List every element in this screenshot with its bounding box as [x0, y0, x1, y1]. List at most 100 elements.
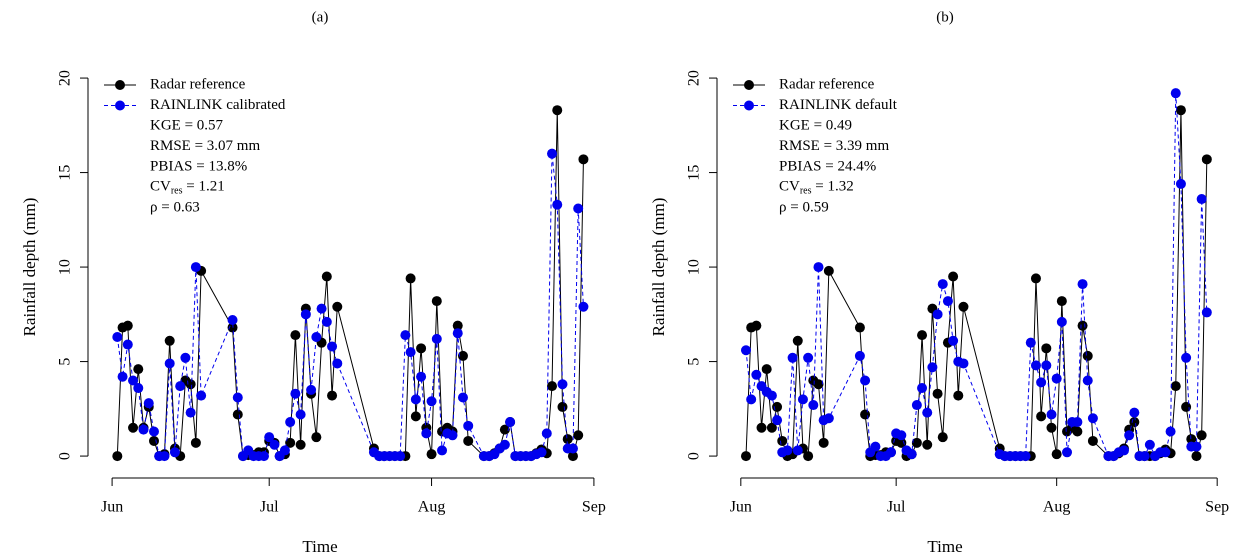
x-tick-label: Jul [887, 499, 906, 516]
y-tick-label: 5 [57, 358, 74, 366]
data-point [562, 434, 573, 445]
data-point [547, 381, 558, 392]
data-point [112, 332, 123, 343]
data-point [112, 451, 123, 462]
data-point [567, 443, 578, 454]
data-point [896, 430, 907, 441]
data-point [552, 199, 563, 210]
data-point [327, 341, 338, 352]
data-point [1041, 360, 1052, 371]
data-point [911, 437, 922, 448]
stat-label: KGE = 0.49 [779, 117, 852, 133]
x-tick-label: Jun [730, 499, 752, 516]
data-point [300, 309, 311, 320]
x-tick-label: Aug [1043, 499, 1071, 516]
data-point [958, 358, 969, 369]
data-point [756, 422, 767, 433]
data-point [431, 296, 442, 307]
data-point [870, 441, 881, 452]
data-point [133, 364, 144, 375]
data-point [1170, 381, 1181, 392]
data-point [1129, 407, 1140, 418]
data-point [499, 439, 510, 450]
y-axis-title: Rainfall depth (mm) [649, 198, 668, 337]
y-tick-label: 10 [57, 259, 74, 275]
data-point [854, 350, 865, 361]
data-point [148, 426, 159, 437]
data-point [416, 343, 427, 354]
data-point [410, 411, 421, 422]
legend-marker [115, 100, 125, 111]
data-point [813, 379, 824, 390]
y-tick-label: 15 [57, 165, 74, 181]
data-point [854, 322, 865, 333]
data-point [258, 451, 269, 462]
x-tick-label: Jul [260, 499, 279, 516]
data-point [922, 407, 933, 418]
stat-label: PBIAS = 24.4% [779, 158, 876, 174]
data-point [573, 430, 584, 441]
data-point [937, 432, 948, 443]
y-tick-label: 0 [686, 452, 703, 460]
data-point [279, 445, 290, 456]
data-point [332, 358, 343, 369]
data-point [452, 328, 463, 339]
data-point [175, 381, 186, 392]
data-point [196, 390, 207, 401]
data-point [1118, 445, 1129, 456]
data-point [1025, 337, 1036, 348]
data-point [128, 375, 139, 386]
x-axis-title: Time [302, 537, 337, 556]
x-tick-label: Sep [1205, 499, 1229, 516]
x-tick-label: Aug [418, 499, 446, 516]
data-point [405, 347, 416, 358]
data-point [885, 447, 896, 458]
data-point [746, 394, 757, 405]
data-point [1072, 426, 1083, 437]
stat-subscript: res [800, 186, 812, 197]
data-point [143, 398, 154, 409]
data-point [567, 451, 578, 462]
data-point [541, 428, 552, 439]
legend-marker [115, 80, 125, 90]
x-tick-label: Jun [101, 499, 123, 516]
data-point [1030, 360, 1041, 371]
data-point [227, 314, 238, 325]
data-point [421, 428, 432, 439]
data-point [185, 407, 196, 418]
data-point [1196, 430, 1207, 441]
data-point [953, 390, 964, 401]
data-point [122, 320, 133, 331]
data-point [1191, 441, 1202, 452]
data-point [227, 322, 238, 333]
data-point [1129, 417, 1140, 428]
data-point [1139, 451, 1150, 462]
data-point [457, 350, 468, 361]
data-point [740, 451, 751, 462]
data-point [1082, 375, 1093, 386]
data-point [917, 383, 928, 394]
data-point [416, 371, 427, 382]
data-point [1087, 435, 1098, 446]
data-point [138, 424, 149, 435]
legend-label: Radar reference [150, 76, 246, 92]
data-point [823, 413, 834, 424]
data-point [1046, 422, 1057, 433]
data-point [860, 409, 871, 420]
data-point [290, 330, 301, 341]
data-point [426, 396, 437, 407]
data-point [813, 262, 824, 273]
data-point [927, 362, 938, 373]
panel-label: (b) [936, 9, 954, 25]
data-point [295, 439, 306, 450]
data-point [1041, 343, 1052, 354]
stat-subscript: res [171, 186, 183, 197]
data-point [1124, 430, 1135, 441]
data-point [1051, 449, 1062, 460]
data-point [1056, 316, 1067, 327]
data-point [1175, 178, 1186, 189]
data-point [232, 409, 243, 420]
data-point [557, 401, 568, 412]
data-point [766, 422, 777, 433]
